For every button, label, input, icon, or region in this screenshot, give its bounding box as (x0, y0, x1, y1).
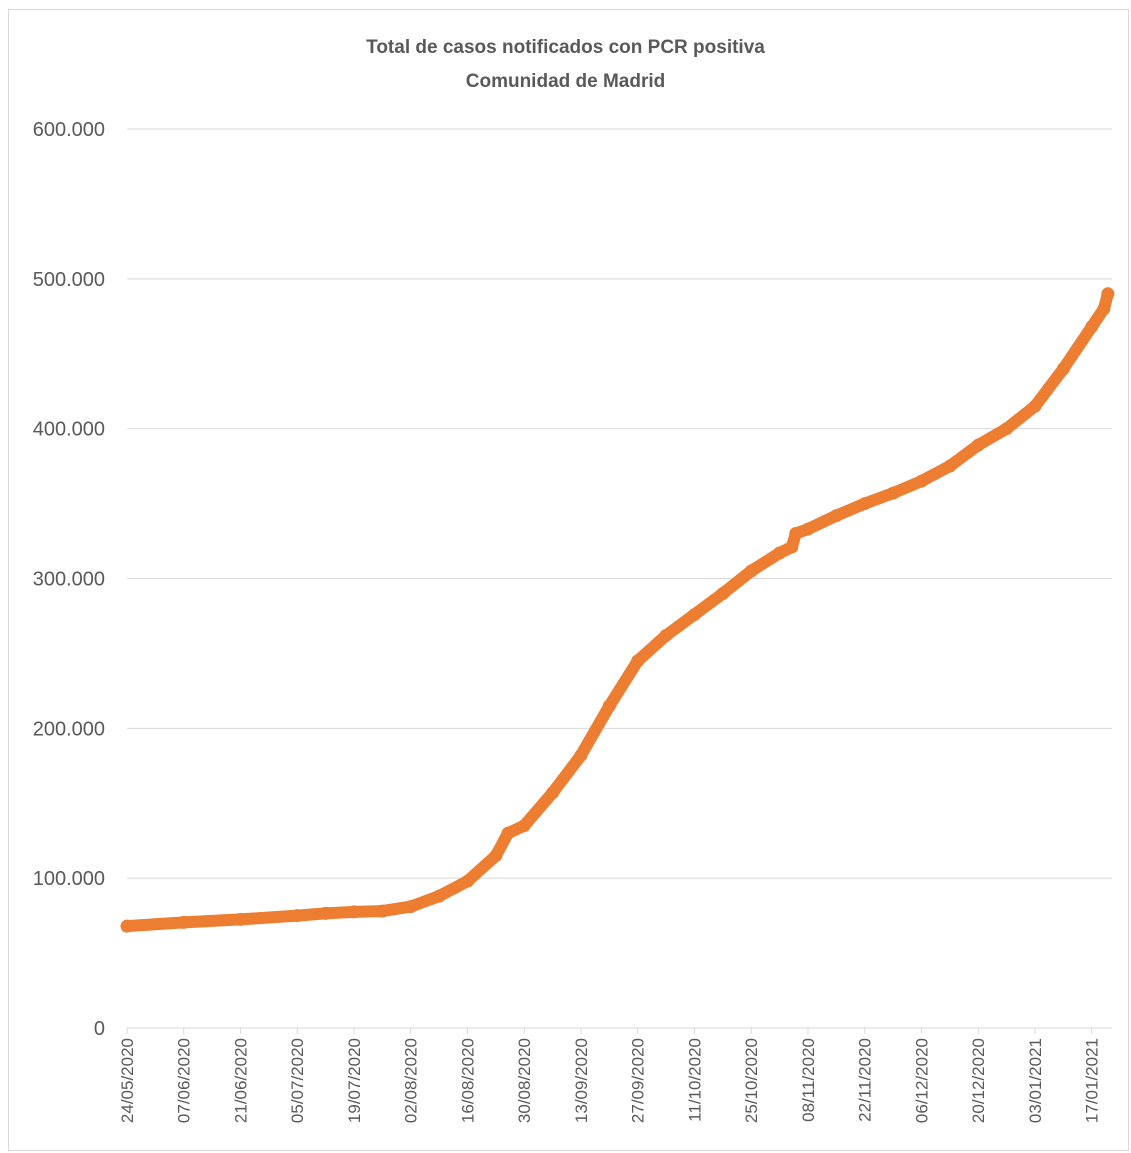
data-point (234, 912, 247, 926)
x-tick-label: 21/06/2020 (231, 1038, 250, 1123)
y-tick-label: 400.000 (33, 419, 105, 441)
x-tick-label: 13/09/2020 (572, 1038, 591, 1123)
y-tick-label: 500.000 (33, 269, 105, 291)
series (120, 287, 1115, 933)
x-tick-label: 07/06/2020 (175, 1038, 194, 1123)
data-point (688, 608, 701, 621)
data-point (943, 459, 957, 473)
data-point (602, 699, 616, 713)
data-point (886, 486, 900, 500)
data-point (1028, 399, 1042, 413)
y-tick-label: 600.000 (33, 119, 105, 141)
data-point (1101, 287, 1115, 301)
data-point (404, 900, 418, 914)
chart-frame (8, 9, 1129, 1151)
data-point (829, 509, 843, 523)
data-point (716, 587, 730, 600)
data-point (773, 546, 787, 560)
data-point (785, 540, 799, 554)
data-point (744, 564, 758, 578)
data-point (789, 527, 803, 540)
x-tick-label: 02/08/2020 (402, 1038, 421, 1123)
chart-title: Total de casos notificados con PCR posit… (366, 37, 765, 58)
data-point (501, 826, 515, 840)
x-tick-label: 16/08/2020 (458, 1038, 477, 1123)
data-point (971, 438, 985, 452)
data-point (1085, 320, 1099, 334)
y-tick-label: 300.000 (33, 569, 105, 591)
chart-subtitle: Comunidad de Madrid (465, 71, 666, 92)
data-point (801, 522, 815, 536)
x-tick-label: 17/01/2021 (1083, 1038, 1102, 1123)
data-point (517, 819, 531, 833)
x-tick-label: 11/10/2020 (685, 1038, 704, 1122)
x-tick-label: 22/11/2020 (856, 1038, 875, 1122)
x-tick-label: 03/01/2021 (1026, 1038, 1045, 1123)
y-tick-label: 100.000 (33, 868, 105, 890)
data-point (120, 919, 134, 933)
x-tick-labels: 24/05/2020 07/06/2020 21/06/2020 05/07/2020… (118, 1038, 1102, 1123)
data-point (915, 474, 928, 488)
x-axis (126, 1027, 1112, 1034)
data-point (290, 909, 304, 923)
y-tick-label: 200.000 (33, 718, 105, 740)
data-point (432, 889, 446, 903)
data-point (319, 906, 333, 920)
data-point (375, 904, 389, 918)
data-point (461, 874, 474, 888)
data-point (574, 748, 588, 762)
data-point (1097, 302, 1111, 316)
x-tick-label: 27/09/2020 (629, 1038, 648, 1123)
y-tick-label: 0 (94, 1018, 105, 1040)
x-tick-label: 30/08/2020 (515, 1038, 534, 1123)
data-point (631, 654, 645, 668)
data-point (858, 497, 872, 511)
x-tick-label: 20/12/2020 (969, 1038, 988, 1123)
x-tick-label: 06/12/2020 (912, 1038, 931, 1123)
x-tick-label: 25/10/2020 (742, 1038, 761, 1123)
data-point (1056, 362, 1070, 376)
data-point (659, 628, 673, 642)
data-point (546, 786, 560, 800)
gridlines (127, 128, 1112, 879)
data-point (347, 905, 361, 919)
x-tick-label: 24/05/2020 (118, 1038, 137, 1123)
data-point (1000, 422, 1014, 436)
y-tick-labels: 0 100.000 200.000 300.000 400.000 500.000 600.… (33, 119, 105, 1040)
x-tick-label: 08/11/2020 (799, 1038, 818, 1122)
x-tick-label: 05/07/2020 (288, 1038, 307, 1123)
series-line (121, 287, 1114, 933)
x-tick-label: 19/07/2020 (345, 1038, 364, 1123)
data-point (177, 915, 191, 929)
data-point (489, 849, 503, 863)
